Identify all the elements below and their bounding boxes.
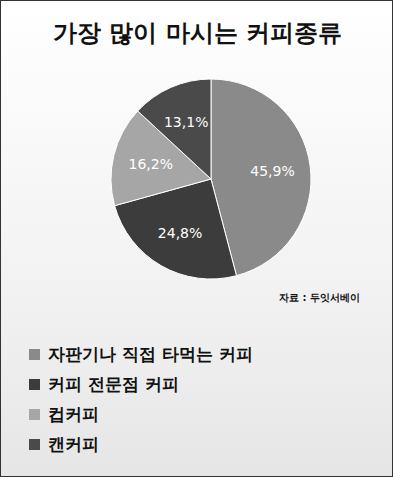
html-text:커피 전문점 커피: 커피 전문점 커피 (48, 373, 179, 394)
html-text:가장 많이 마시는 커피종류: 가장 많이 마시는 커피종류 (53, 19, 342, 47)
svg-text:16,2%: 16,2% (129, 156, 173, 172)
svg-text:24,8%: 24,8% (158, 225, 202, 241)
html-text:컵커피: 컵커피 (48, 403, 99, 424)
svg-text:45,9%: 45,9% (250, 163, 294, 179)
html-text:캔커피: 캔커피 (48, 433, 99, 454)
svg-text:13,1%: 13,1% (164, 114, 208, 130)
html-text:자판기나 직접 타먹는 커피: 자판기나 직접 타먹는 커피 (48, 343, 253, 364)
html-text:자료 : 두잇서베이: 자료 : 두잇서베이 (279, 292, 360, 303)
